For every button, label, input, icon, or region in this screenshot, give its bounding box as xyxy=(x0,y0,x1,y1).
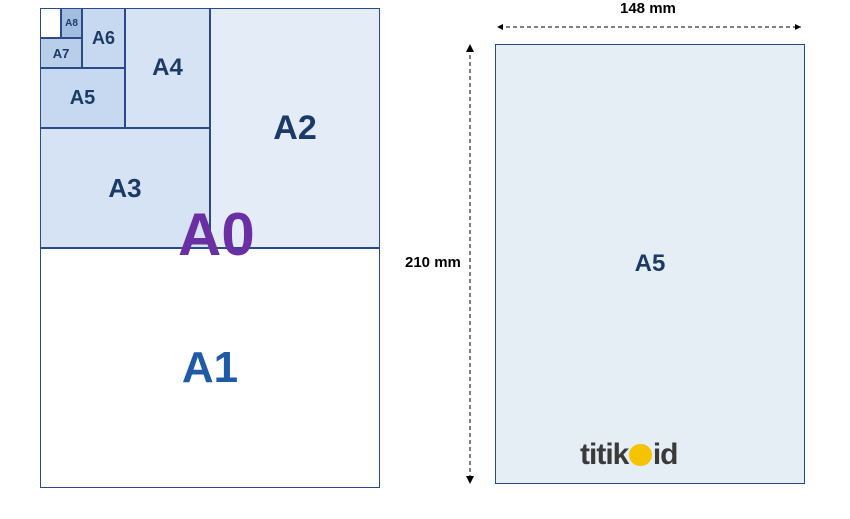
logo-text-left: titik xyxy=(580,438,628,472)
a5-sheet-label: A5 xyxy=(635,250,666,278)
paper-size-a1: A1 xyxy=(40,248,380,488)
logo-dot-icon xyxy=(629,444,652,467)
width-dimension-label: 148 mm xyxy=(620,0,676,17)
paper-size-label: A3 xyxy=(108,173,141,204)
height-dimension-line xyxy=(460,44,480,484)
paper-size-a7: A7 xyxy=(40,38,82,68)
a5-sheet: A5 xyxy=(495,44,805,484)
logo-text-right: id xyxy=(653,438,678,472)
paper-size-label: A4 xyxy=(152,54,183,82)
paper-size-a5: A5 xyxy=(40,68,125,128)
paper-size-label: A1 xyxy=(182,343,238,393)
paper-size-label: A8 xyxy=(65,18,78,29)
paper-size-label: A7 xyxy=(53,46,70,61)
paper-size-label: A5 xyxy=(70,87,96,110)
paper-size-a8: A8 xyxy=(61,8,82,38)
paper-size-label: A6 xyxy=(92,28,115,49)
titikoid-logo: titikid xyxy=(580,438,678,472)
a0-label: A0 xyxy=(178,200,255,269)
paper-size-label: A2 xyxy=(273,109,316,148)
height-dimension-label: 210 mm xyxy=(405,254,461,271)
paper-size-blank xyxy=(40,8,61,38)
paper-size-a4: A4 xyxy=(125,8,210,128)
width-dimension-line xyxy=(495,17,805,37)
paper-size-a6: A6 xyxy=(82,8,125,68)
